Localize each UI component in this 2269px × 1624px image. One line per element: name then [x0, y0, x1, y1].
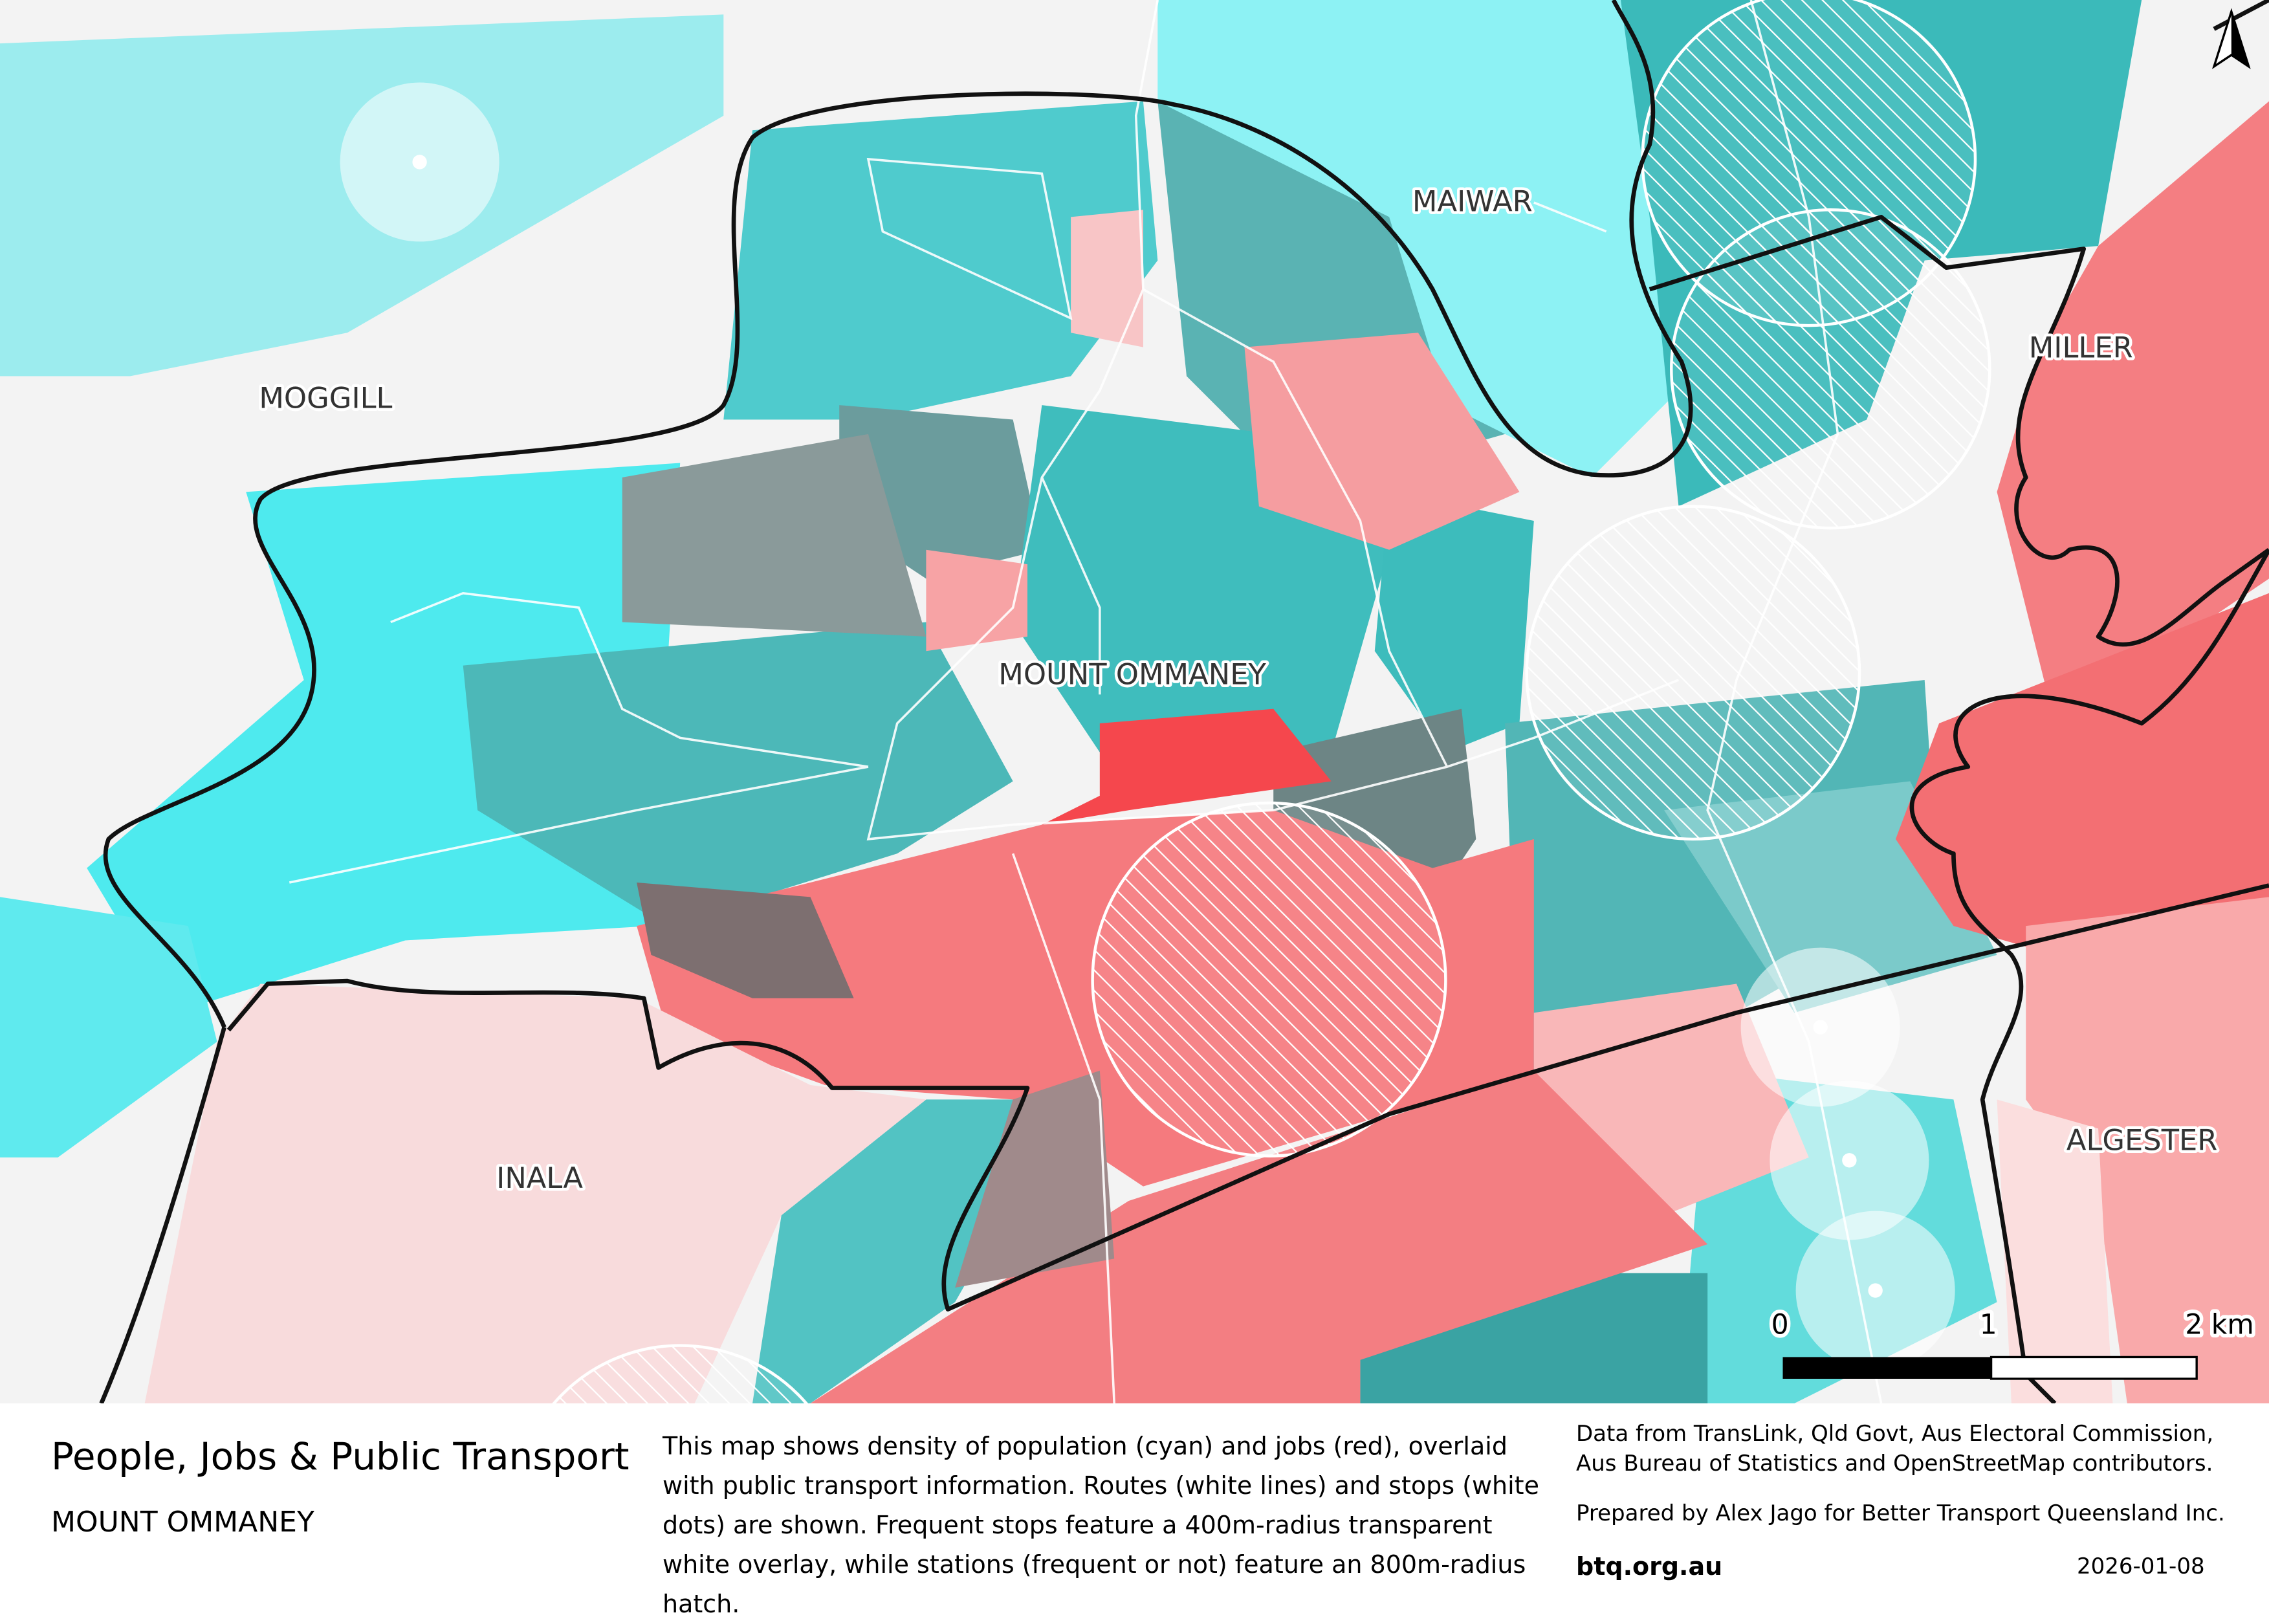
electorate-name: MOUNT OMMANEY — [51, 1506, 314, 1539]
map-description: This map shows density of population (cy… — [663, 1432, 1539, 1618]
label-maiwar: MAIWAR — [1412, 184, 1533, 218]
district-labels: MOGGILL MAIWAR MILLER MOUNT OMMANEY INAL… — [256, 181, 2220, 1198]
map-legend-footer: People, Jobs & Public Transport MOUNT OM… — [0, 1403, 2269, 1618]
prepared-by: Prepared by Alex Jago for Better Transpo… — [1576, 1500, 2225, 1526]
label-inala: INALA — [496, 1161, 583, 1195]
scale-tick-2: 2 km — [2185, 1310, 2254, 1341]
label-moggill: MOGGILL — [259, 381, 392, 415]
label-miller: MILLER — [2029, 330, 2133, 364]
scale-tick-0: 0 — [1771, 1310, 1789, 1341]
transit-routes — [289, 0, 1883, 1403]
station-hatch-overlays — [552, 0, 1991, 1403]
density-map: MOGGILL MAIWAR MILLER MOUNT OMMANEY INAL… — [0, 0, 2269, 1403]
map-date: 2026-01-08 — [2077, 1553, 2205, 1579]
electoral-boundaries — [99, 0, 2269, 1403]
scale-bar: 0 1 2 km — [1768, 1306, 2257, 1380]
map-canvas[interactable]: MOGGILL MAIWAR MILLER MOUNT OMMANEY INAL… — [0, 0, 2269, 1403]
transit-stops — [412, 155, 1883, 1298]
data-credits: Data from TransLink, Qld Govt, Aus Elect… — [1576, 1421, 2214, 1476]
website-link[interactable]: btq.org.au — [1576, 1552, 1723, 1581]
north-arrow-icon — [2211, 8, 2251, 69]
label-mount-ommaney: MOUNT OMMANEY — [998, 657, 1266, 692]
map-title: People, Jobs & Public Transport — [51, 1434, 630, 1478]
scale-tick-1: 1 — [1980, 1310, 1997, 1341]
label-algester: ALGESTER — [2066, 1123, 2217, 1158]
